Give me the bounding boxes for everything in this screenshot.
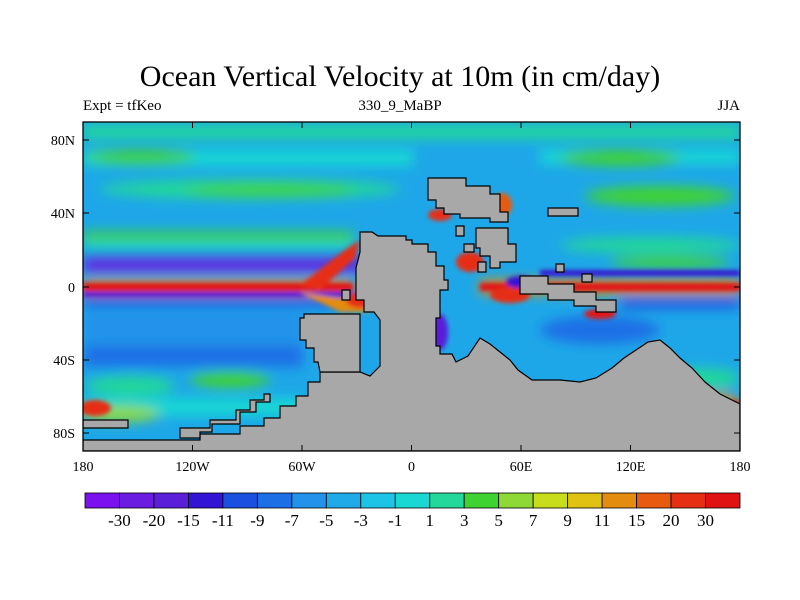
colorbar-swatch [153,492,189,509]
intense-cells [83,193,740,420]
eastern-island [547,207,579,217]
colorbar-swatch [601,492,637,509]
y-axis-ticks: 80N 40N 0 40S 80S [51,134,740,442]
x-axis-ticks: 180 120W 60W 0 60E 120E 180 [73,122,751,475]
colorbar-label: 1 [425,511,434,530]
y-tick-label: 0 [68,281,75,296]
colorbar-swatch [429,492,465,509]
island-west [341,289,351,301]
period-label: 330_9_MaBP [358,98,442,114]
velocity-pattern [83,125,740,422]
x-tick-label: 120E [616,460,646,475]
map-field [83,122,740,451]
colorbar-swatch [567,492,603,509]
colorbar-swatch [291,492,327,509]
southern-inlet [179,393,271,439]
island-east-2 [555,263,565,273]
colorbar-label: -30 [108,511,131,530]
colorbar-swatch [636,492,672,509]
colorbar-label: -20 [143,511,166,530]
small-island-2 [477,261,487,273]
colorbar-swatch [670,492,706,509]
pangaea-landmass [83,231,740,451]
central-islands [475,227,517,269]
colorbar-label: 9 [563,511,572,530]
x-tick-label: 60W [288,460,316,475]
colorbar: -30 -20 -15 -11 -9 -7 -5 -3 -1 1 3 5 7 9 11 15 20 30 [84,492,741,530]
x-tick-label: 180 [730,460,751,475]
land-masses [83,177,740,451]
tethys-archipelago [519,275,617,313]
x-tick-label: 120W [175,460,210,475]
colorbar-swatch [394,492,431,509]
map-title: Ocean Vertical Velocity at 10m (in cm/da… [139,60,661,93]
colorbar-label: -9 [250,511,264,530]
colorbar-swatch [84,492,120,509]
small-island-1 [463,243,475,253]
colorbar-label: -3 [354,511,368,530]
y-tick-label: 80S [53,427,75,442]
colorbar-swatch [463,492,500,509]
x-tick-label: 0 [408,460,415,475]
experiment-label: Expt = tfKeo [83,98,162,114]
colorbar-label: 20 [663,511,680,530]
colorbar-swatch [498,492,534,509]
colorbar-label: -15 [177,511,200,530]
colorbar-swatch [119,492,155,509]
western-peninsula [299,313,361,373]
season-label: JJA [717,98,740,114]
x-tick-label: 60E [510,460,533,475]
colorbar-swatch [188,492,224,509]
colorbar-label: -5 [319,511,333,530]
colorbar-swatch [532,492,569,509]
colorbar-swatch [222,492,258,509]
northern-landmass [427,177,509,223]
small-island-3 [455,225,465,237]
colorbar-label: 5 [494,511,503,530]
colorbar-label: -7 [285,511,300,530]
colorbar-label: 15 [628,511,645,530]
y-tick-label: 80N [51,134,75,149]
y-tick-label: 40N [51,207,75,222]
colorbar-label: 30 [697,511,714,530]
colorbar-label: 11 [594,511,610,530]
colorbar-label: 3 [460,511,469,530]
colorbar-swatch [256,492,293,509]
colorbar-swatch [325,492,362,509]
colorbar-swatch [705,492,741,509]
southwest-tip [83,419,129,429]
y-tick-label: 40S [53,354,75,369]
colorbar-swatch [360,492,396,509]
colorbar-label: -11 [212,511,234,530]
island-east-1 [581,273,593,283]
colorbar-label: -1 [388,511,402,530]
x-tick-label: 180 [73,460,94,475]
colorbar-label: 7 [529,511,538,530]
